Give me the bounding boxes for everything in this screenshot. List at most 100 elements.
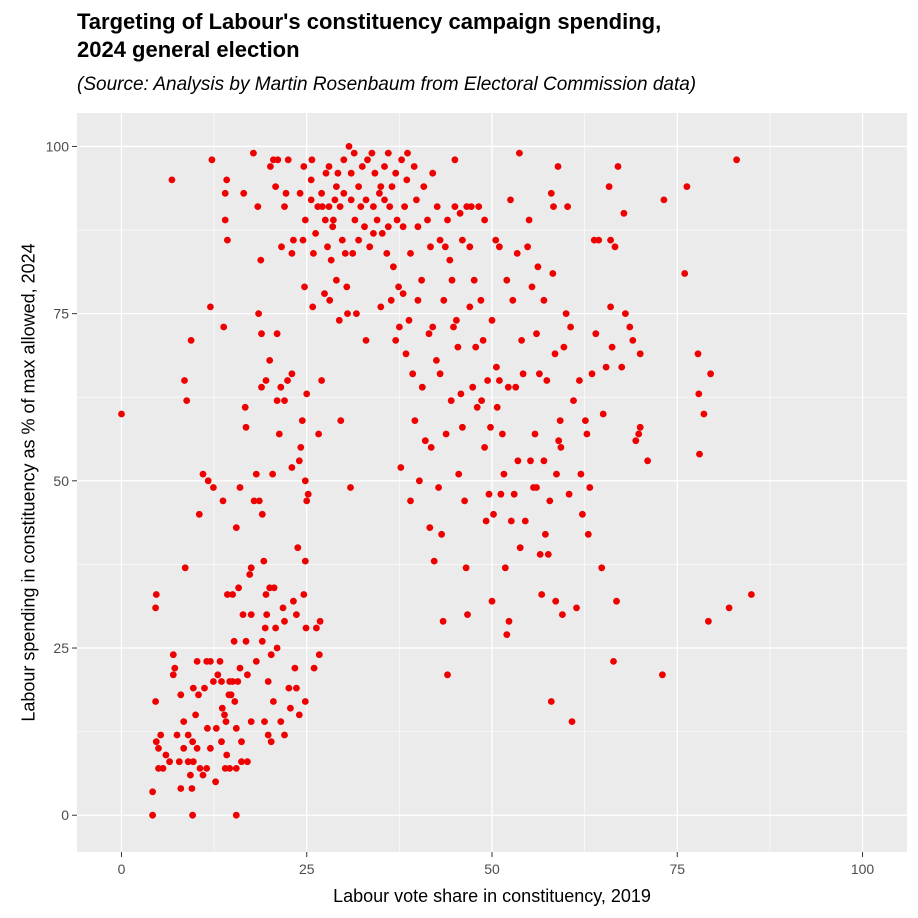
data-point [481,444,488,451]
data-point [312,230,319,237]
data-point [227,691,235,699]
data-point [493,363,500,371]
data-point [264,731,272,739]
data-point [336,203,344,211]
data-point [524,243,531,251]
data-point [295,457,303,465]
data-point [390,263,397,271]
data-point [262,591,270,598]
data-point [470,276,478,284]
data-point [733,156,740,164]
data-point [392,169,400,177]
data-point [552,597,560,605]
data-point [371,169,379,177]
data-point [238,738,245,746]
data-point [242,637,250,645]
data-point [199,771,207,779]
data-point [725,604,733,612]
data-point [536,370,543,378]
data-point [482,517,490,525]
data-point [407,250,414,257]
data-point [497,490,505,498]
data-point [492,236,500,244]
data-point [507,517,515,525]
chart-title-line-2: 2024 general election [77,37,300,62]
data-point [345,143,353,150]
data-point [496,377,503,384]
data-point [273,644,281,652]
y-axis-ticks: 0 25 50 75 100 [46,138,77,823]
data-point [602,363,610,371]
data-point [244,758,251,766]
data-point [260,557,268,565]
data-point [183,397,191,404]
data-point [393,216,401,224]
data-point [516,149,523,157]
data-point [473,403,481,411]
data-point [157,731,165,739]
data-point [252,470,260,478]
data-point [287,704,294,712]
data-point [435,484,442,491]
data-point [542,530,549,538]
data-point [426,524,434,531]
data-point [230,637,238,645]
data-point [570,397,577,404]
data-point [388,183,396,191]
data-point [683,183,691,191]
data-point [303,390,311,398]
data-point [462,564,470,572]
data-point [273,397,281,404]
data-point [187,337,195,344]
data-point [318,189,325,197]
data-point [579,510,586,518]
data-point [288,464,296,471]
data-point [695,390,703,398]
data-point [618,363,626,371]
data-point [707,370,714,378]
data-point [310,664,318,672]
data-point [281,397,288,404]
data-point [252,658,260,665]
data-point [381,196,388,204]
data-point [568,718,576,725]
data-point [232,524,240,531]
data-point [429,323,437,331]
data-point [636,423,644,431]
data-point [544,551,552,558]
data-point [427,243,434,251]
data-point [340,156,348,164]
data-point [269,470,276,478]
data-point [373,216,381,224]
data-point [220,323,228,331]
data-point [451,203,459,211]
data-point [469,383,477,391]
data-point [284,156,292,164]
data-point [263,611,271,618]
data-point [330,216,337,224]
data-point [540,296,548,304]
data-point [553,470,560,478]
data-point [660,196,668,204]
data-point [234,678,242,685]
y-axis-label: Labour spending in constituency as % of … [18,243,38,721]
data-point [466,303,474,311]
data-point [258,330,265,338]
data-point [555,437,563,445]
data-point [290,236,297,244]
data-point [180,744,188,752]
data-point [527,457,534,465]
data-point [294,544,302,552]
data-point [166,758,174,766]
data-point [459,423,466,431]
data-point [232,724,240,732]
data-point [493,403,501,411]
data-point [266,357,274,364]
data-point [441,243,449,251]
data-point [247,611,255,618]
data-point [444,216,451,224]
data-point [404,149,411,157]
data-point [300,591,308,598]
data-point [244,671,251,679]
data-point [331,196,339,204]
